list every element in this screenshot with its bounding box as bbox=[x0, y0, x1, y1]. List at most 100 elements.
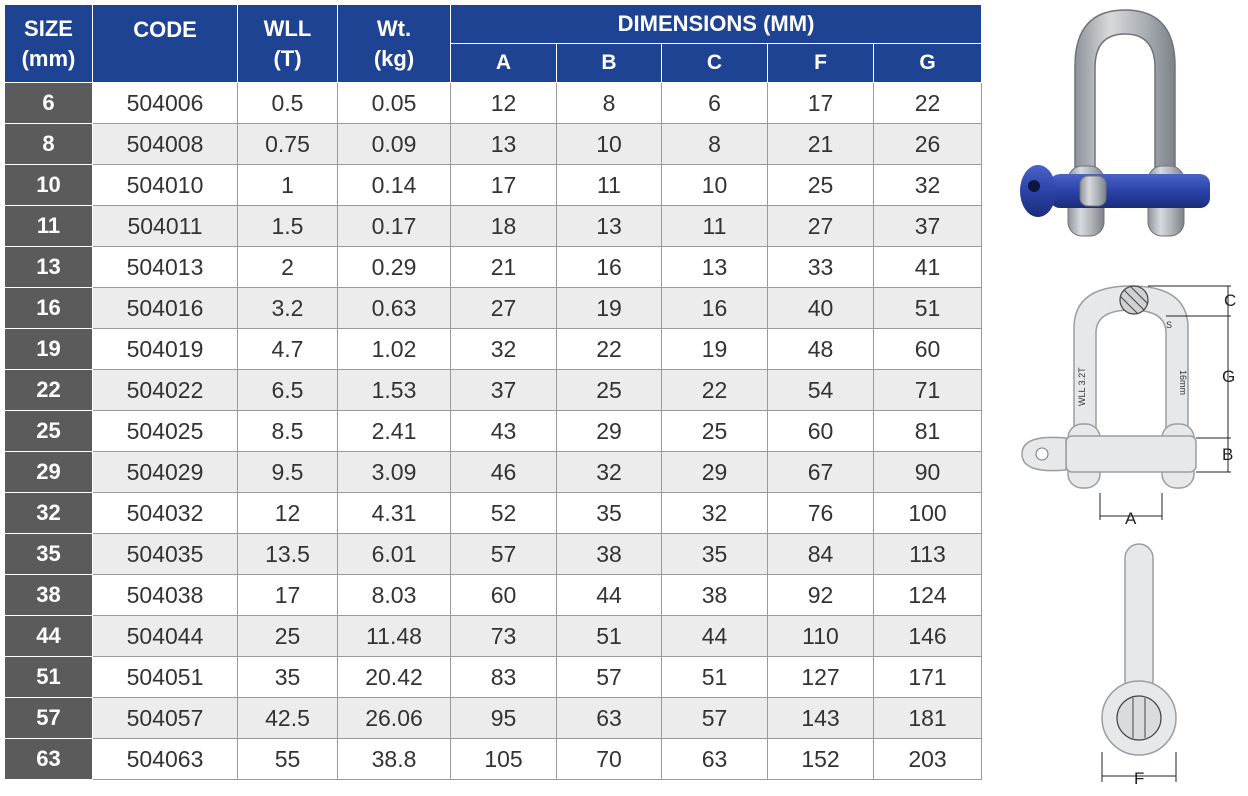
cell-code: 504019 bbox=[92, 328, 238, 370]
cell-wll: 42.5 bbox=[237, 697, 338, 739]
cell-c: 19 bbox=[661, 328, 768, 370]
header-wt: Wt. (kg) bbox=[337, 4, 451, 83]
cell-wt: 26.06 bbox=[337, 697, 451, 739]
shackle-bow bbox=[1074, 9, 1176, 192]
cell-g: 100 bbox=[872, 492, 983, 534]
cell-wt: 1.53 bbox=[337, 369, 451, 411]
table-row: 19 504019 4.7 1.02 32 22 19 48 60 bbox=[4, 328, 983, 370]
cell-g: 26 bbox=[872, 123, 983, 165]
cell-a: 37 bbox=[450, 369, 557, 411]
table-row: 6 504006 0.5 0.05 12 8 6 17 22 bbox=[4, 82, 983, 124]
cell-code: 504016 bbox=[92, 287, 238, 329]
table-row: 8 504008 0.75 0.09 13 10 8 21 26 bbox=[4, 123, 983, 165]
cell-a: 43 bbox=[450, 410, 557, 452]
cell-wt: 4.31 bbox=[337, 492, 451, 534]
cell-f: 92 bbox=[767, 574, 874, 616]
cell-wll: 12 bbox=[237, 492, 338, 534]
cell-a: 27 bbox=[450, 287, 557, 329]
cell-a: 52 bbox=[450, 492, 557, 534]
cell-g: 203 bbox=[872, 738, 983, 780]
cell-c: 63 bbox=[661, 738, 768, 780]
diagram-label-g: G bbox=[1222, 367, 1235, 386]
cell-wll: 55 bbox=[237, 738, 338, 780]
cell-size: 11 bbox=[4, 205, 93, 247]
cell-wt: 38.8 bbox=[337, 738, 451, 780]
diagram-pin-hole-icon bbox=[1035, 447, 1049, 461]
diagram-marking-s: S bbox=[1166, 320, 1172, 330]
cell-f: 54 bbox=[767, 369, 874, 411]
header-code-label: CODE bbox=[133, 17, 197, 42]
cell-f: 27 bbox=[767, 205, 874, 247]
header-code: CODE bbox=[92, 4, 238, 83]
table-row: 57 504057 42.5 26.06 95 63 57 143 181 bbox=[4, 697, 983, 739]
cell-g: 60 bbox=[872, 328, 983, 370]
cell-c: 44 bbox=[661, 615, 768, 657]
cell-a: 46 bbox=[450, 451, 557, 493]
cell-wt: 6.01 bbox=[337, 533, 451, 575]
cell-code: 504022 bbox=[92, 369, 238, 411]
cell-code: 504035 bbox=[92, 533, 238, 575]
cell-g: 71 bbox=[872, 369, 983, 411]
diagram-pin bbox=[1065, 435, 1197, 473]
cell-code: 504051 bbox=[92, 656, 238, 698]
cell-size: 44 bbox=[4, 615, 93, 657]
cell-size: 32 bbox=[4, 492, 93, 534]
cell-wll: 1 bbox=[237, 164, 338, 206]
cell-size: 57 bbox=[4, 697, 93, 739]
cell-g: 22 bbox=[872, 82, 983, 124]
shackle-pin bbox=[1050, 174, 1210, 208]
table-header: SIZE (mm) CODE WLL (T) Wt. (kg) DIMENSIO… bbox=[4, 4, 983, 83]
header-wt-unit: (kg) bbox=[373, 45, 415, 71]
cell-a: 21 bbox=[450, 246, 557, 288]
cell-size: 35 bbox=[4, 533, 93, 575]
table-row: 22 504022 6.5 1.53 37 25 22 54 71 bbox=[4, 369, 983, 411]
cell-wll: 4.7 bbox=[237, 328, 338, 370]
shackle-eye-front bbox=[1079, 175, 1107, 207]
header-dimensions: DIMENSIONS (MM) bbox=[449, 4, 983, 44]
cell-code: 504057 bbox=[92, 697, 238, 739]
cell-a: 105 bbox=[450, 738, 557, 780]
cell-wll: 0.75 bbox=[237, 123, 338, 165]
cell-code: 504025 bbox=[92, 410, 238, 452]
cell-g: 171 bbox=[872, 656, 983, 698]
cell-g: 81 bbox=[872, 410, 983, 452]
header-dim-g: G bbox=[872, 43, 983, 83]
header-size-label: SIZE bbox=[24, 15, 73, 41]
cell-wll: 6.5 bbox=[237, 369, 338, 411]
cell-wll: 8.5 bbox=[237, 410, 338, 452]
cell-wll: 3.2 bbox=[237, 287, 338, 329]
cell-g: 41 bbox=[872, 246, 983, 288]
cell-f: 76 bbox=[767, 492, 874, 534]
cell-wll: 0.5 bbox=[237, 82, 338, 124]
cell-b: 35 bbox=[556, 492, 662, 534]
cell-c: 16 bbox=[661, 287, 768, 329]
cell-code: 504011 bbox=[92, 205, 238, 247]
cell-size: 13 bbox=[4, 246, 93, 288]
cell-c: 57 bbox=[661, 697, 768, 739]
cell-size: 8 bbox=[4, 123, 93, 165]
cell-size: 63 bbox=[4, 738, 93, 780]
cell-wll: 1.5 bbox=[237, 205, 338, 247]
diagram-marking-size: 16mm bbox=[1178, 370, 1188, 395]
table-row: 13 504013 2 0.29 21 16 13 33 41 bbox=[4, 246, 983, 288]
cell-g: 32 bbox=[872, 164, 983, 206]
cell-code: 504038 bbox=[92, 574, 238, 616]
cell-b: 44 bbox=[556, 574, 662, 616]
cell-c: 8 bbox=[661, 123, 768, 165]
cell-a: 12 bbox=[450, 82, 557, 124]
cell-wt: 20.42 bbox=[337, 656, 451, 698]
table-row: 29 504029 9.5 3.09 46 32 29 67 90 bbox=[4, 451, 983, 493]
header-wt-label: Wt. bbox=[376, 15, 412, 41]
cell-b: 38 bbox=[556, 533, 662, 575]
side-pin-icon bbox=[1116, 695, 1162, 741]
cell-f: 33 bbox=[767, 246, 874, 288]
cell-size: 6 bbox=[4, 82, 93, 124]
cell-a: 57 bbox=[450, 533, 557, 575]
cell-code: 504006 bbox=[92, 82, 238, 124]
diagram-label-b: B bbox=[1222, 445, 1233, 464]
cell-wt: 0.14 bbox=[337, 164, 451, 206]
cell-c: 51 bbox=[661, 656, 768, 698]
header-dim-c: C bbox=[661, 43, 768, 83]
cell-code: 504044 bbox=[92, 615, 238, 657]
table-row: 44 504044 25 11.48 73 51 44 110 146 bbox=[4, 615, 983, 657]
